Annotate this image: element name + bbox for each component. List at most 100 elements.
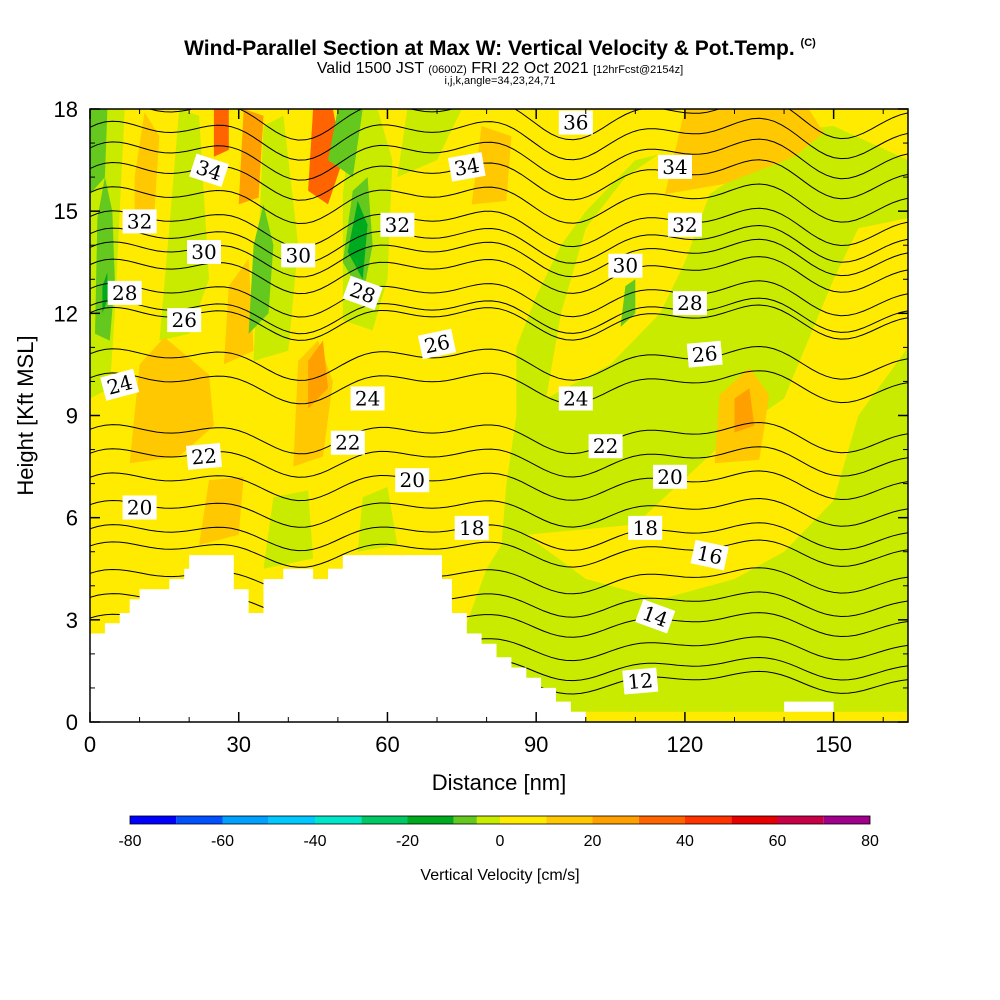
contour-label-32: 32: [122, 209, 157, 234]
x-tick-label: 150: [815, 732, 852, 757]
velocity-patch-12: [223, 258, 254, 365]
contour-label-box: [653, 464, 687, 489]
velocity-patch-24: [248, 204, 274, 334]
colorbar-tick-label: 0: [496, 833, 505, 850]
contour-label-box: [330, 430, 365, 455]
theta-contour-21: [90, 470, 908, 502]
colorbar-bin-16: [823, 816, 871, 824]
valid-date: FRI 22 Oct 2021: [471, 60, 589, 77]
contour-label-box: [447, 152, 486, 182]
contour-label-20: 20: [653, 464, 687, 489]
contour-label-box: [187, 240, 221, 264]
colorbar-tick-label: -40: [303, 833, 326, 850]
colorbar-tick-label: 40: [676, 833, 694, 850]
contour-label-text: 32: [127, 209, 152, 233]
contour-label-28: 28: [107, 280, 142, 305]
colorbar-bin-8: [476, 816, 500, 824]
velocity-patch-7: [397, 109, 462, 178]
contour-label-24: 24: [350, 386, 385, 411]
theta-contour-18: [90, 539, 908, 568]
contour-label-30: 30: [187, 240, 221, 264]
theta-contour-26: [90, 304, 908, 341]
velocity-patch-1: [526, 218, 908, 600]
velocity-patch-10: [129, 337, 214, 464]
x-axis-title: Distance [nm]: [432, 770, 567, 795]
colorbar-bin-7: [453, 816, 477, 824]
x-tick-label: 30: [226, 732, 250, 757]
contour-label-text: 20: [657, 465, 682, 489]
contour-label-text: 20: [127, 496, 152, 520]
colorbar-bin-12: [638, 816, 686, 824]
contour-label-text: 26: [422, 330, 452, 359]
contour-label-text: 22: [335, 431, 360, 455]
valid-prefix: Valid 1500 JST: [316, 60, 424, 77]
contour-label-text: 24: [355, 387, 380, 411]
contour-label-22: 22: [330, 430, 365, 455]
theta-contour-33: [90, 183, 908, 225]
y-tick-label: 12: [54, 301, 78, 326]
contour-label-box: [342, 275, 383, 310]
contour-label-text: 22: [190, 443, 217, 469]
colorbar-bin-2: [222, 816, 269, 824]
contour-label-box: [100, 368, 140, 401]
contour-label-box: [558, 110, 593, 135]
velocity-patch-20: [734, 388, 755, 433]
grid-indices: i,j,k,angle=34,23,24,71: [444, 75, 556, 87]
contour-label-box: [380, 212, 415, 237]
contour-label-box: [417, 328, 457, 360]
terrain-bump: [784, 701, 834, 712]
theta-contour-29: [90, 256, 908, 295]
terrain: [90, 555, 586, 722]
valid-utc: (0600Z): [428, 64, 467, 76]
contour-label-box: [686, 340, 723, 368]
contour-label-box: [107, 280, 142, 305]
contour-label-box: [628, 515, 663, 540]
contour-label-text: 32: [385, 213, 410, 237]
y-axis-title: Height [Kft MSL]: [13, 335, 38, 495]
contour-label-26: 26: [417, 328, 457, 360]
contour-label-box: [454, 515, 489, 540]
velocity-patch-14: [665, 109, 824, 195]
contour-label-box: [608, 253, 643, 278]
theta-contour-23: [90, 421, 908, 455]
x-tick-label: 0: [84, 732, 96, 757]
colorbar-tick-label: 60: [769, 833, 787, 850]
contour-label-22: 22: [588, 434, 623, 459]
contour-label-box: [350, 386, 385, 411]
theta-contour-19: [90, 522, 908, 552]
contour-label-text: 22: [593, 434, 618, 458]
contour-label-text: 24: [563, 387, 588, 411]
contour-label-box: [672, 291, 707, 316]
colorbar-tick-label: -80: [118, 833, 141, 850]
contour-label-text: 30: [285, 243, 310, 267]
colorbar-tick-label: 80: [861, 833, 879, 850]
contour-label-box: [658, 154, 692, 179]
contour-label-box: [635, 599, 676, 634]
colorbar-bin-10: [546, 816, 593, 824]
velocity-patch-18: [308, 340, 328, 409]
contour-label-text: 26: [171, 308, 196, 332]
contour-label-36: 36: [558, 110, 593, 135]
colorbar-bin-13: [685, 816, 732, 824]
velocity-patch-2: [546, 126, 760, 399]
y-tick-label: 15: [54, 199, 78, 224]
contour-label-text: 20: [399, 468, 424, 492]
contour-label-30: 30: [281, 243, 316, 268]
theta-contour-36: [90, 117, 908, 161]
colorbar-bin-0: [130, 816, 177, 824]
theta-contour-27: [90, 297, 908, 335]
colorbar-tick-label: -20: [396, 833, 419, 850]
colorbar-bin-15: [777, 816, 824, 824]
contour-label-20: 20: [395, 468, 430, 493]
contour-label-32: 32: [667, 212, 702, 237]
y-tick-label: 18: [54, 97, 78, 122]
colorbar-bin-9: [500, 816, 547, 824]
colorbar-frame: [129, 815, 871, 825]
colorbar-bin-5: [361, 816, 408, 824]
contour-label-34: 34: [658, 154, 692, 179]
velocity-patch-28: [90, 109, 108, 195]
contour-label-box: [122, 209, 157, 234]
contour-label-18: 18: [628, 515, 663, 540]
